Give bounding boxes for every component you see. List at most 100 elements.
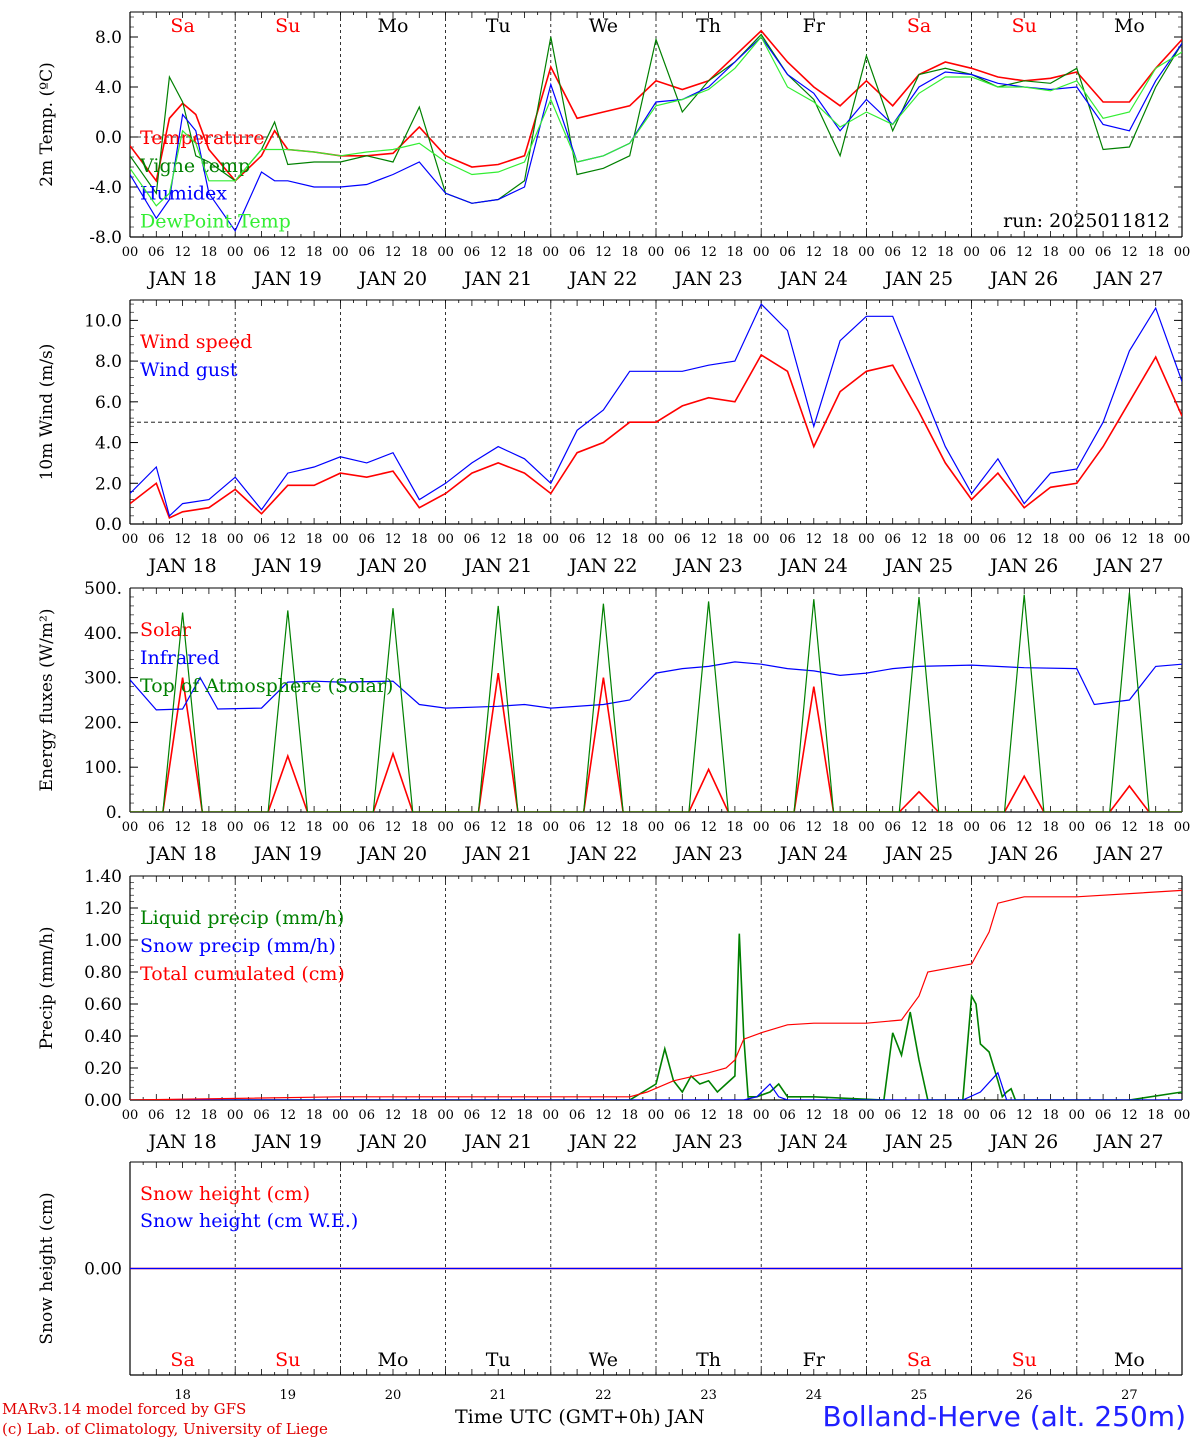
legend-entry: Humidex: [140, 183, 227, 205]
date-label: JAN 27: [1093, 843, 1163, 865]
hour-tick-label: 18: [832, 245, 849, 260]
y-tick-label: 4.0: [95, 78, 122, 98]
y-tick-label: 2.0: [95, 474, 122, 494]
hour-tick-label: 12: [490, 1108, 507, 1123]
y-axis-label: Energy fluxes (W/m²): [37, 609, 57, 792]
hour-tick-label: 00: [963, 1108, 980, 1123]
date-label: JAN 22: [567, 555, 637, 577]
legend-entry: Snow height (cm): [140, 1183, 310, 1205]
hour-tick-label: 06: [464, 820, 481, 835]
hour-tick-label: 00: [648, 532, 665, 547]
hour-tick-label: 12: [1121, 820, 1138, 835]
hour-tick-label: 00: [227, 532, 244, 547]
series-line-infrared: [130, 661, 1182, 711]
hour-tick-label: 18: [411, 532, 428, 547]
date-label: JAN 24: [778, 555, 848, 577]
date-label: JAN 20: [357, 1131, 427, 1153]
hour-tick-label: 00: [543, 1108, 560, 1123]
day-name: Th: [696, 1349, 721, 1371]
hour-tick-label: 06: [779, 532, 796, 547]
date-label: JAN 22: [567, 843, 637, 865]
series-line-dewpoint-temp: [130, 35, 1182, 207]
y-tick-label: 10.0: [84, 311, 122, 331]
panel-5: 0.00 Snow height (cm) 18 19 20 21 22 23 24 25 26 27…: [37, 1161, 1183, 1403]
hour-tick-label: 12: [595, 245, 612, 260]
y-tick-label: 8.0: [95, 28, 122, 48]
y-tick-label: 0.60: [84, 995, 122, 1015]
hour-tick-label: 12: [911, 1108, 928, 1123]
y-tick-label: 500.: [84, 579, 122, 599]
hour-tick-label: 06: [358, 532, 375, 547]
hour-tick-label: 06: [779, 245, 796, 260]
y-axis-label: Precip (mm/h): [37, 926, 57, 1049]
hour-tick-label: 06: [148, 1108, 165, 1123]
y-tick-label: 1.40: [84, 867, 122, 887]
date-label: 21: [490, 1388, 507, 1403]
date-label: JAN 20: [357, 555, 427, 577]
date-label: JAN 18: [147, 268, 217, 290]
day-name: Mo: [378, 15, 409, 37]
hour-tick-label: 18: [306, 245, 323, 260]
hour-tick-label: 00: [1174, 245, 1191, 260]
date-label: 18: [174, 1388, 191, 1403]
date-label: JAN 27: [1093, 268, 1163, 290]
series-line-temperature: [130, 29, 1182, 183]
hour-tick-label: 12: [280, 820, 297, 835]
hour-tick-label: 06: [464, 1108, 481, 1123]
hour-tick-label: 18: [832, 532, 849, 547]
hour-tick-label: 00: [1069, 532, 1086, 547]
date-label: JAN 23: [673, 1131, 743, 1153]
hour-tick-label: 00: [753, 245, 770, 260]
legend-entry: Vigne temp: [139, 155, 250, 177]
hour-tick-label: 12: [806, 1108, 823, 1123]
date-label: JAN 22: [567, 1131, 637, 1153]
hour-tick-label: 00: [963, 820, 980, 835]
y-axis-label: 2m Temp. (ºC): [37, 62, 57, 187]
date-label: JAN 20: [357, 268, 427, 290]
day-name: Mo: [378, 1349, 409, 1371]
hour-tick-label: 00: [543, 245, 560, 260]
panel-1: -8.0 -4.0 0.0 4.0 8.0 2m Temp. (ºC) 00 06 12 18 00…: [37, 11, 1191, 290]
hour-tick-label: 00: [332, 532, 349, 547]
hour-tick-label: 12: [911, 245, 928, 260]
hour-tick-label: 00: [858, 245, 875, 260]
date-label: JAN 24: [778, 1131, 848, 1153]
hour-tick-label: 18: [937, 532, 954, 547]
date-label: JAN 25: [883, 1131, 953, 1153]
panel-2: 0.0 2.0 4.0 6.0 8.0 10.0 10m Wind (m/s) 00 06 12 1…: [37, 299, 1190, 577]
hour-tick-label: 00: [648, 1108, 665, 1123]
hour-tick-label: 18: [516, 245, 533, 260]
legend-entry: DewPoint Temp: [140, 210, 291, 232]
hour-tick-label: 00: [122, 820, 139, 835]
day-name: Sa: [170, 1349, 194, 1371]
hour-tick-label: 00: [437, 245, 454, 260]
hour-tick-label: 18: [201, 532, 218, 547]
hour-tick-label: 12: [174, 532, 191, 547]
hour-tick-label: 12: [1121, 1108, 1138, 1123]
hour-tick-label: 06: [1095, 245, 1112, 260]
hour-tick-label: 12: [490, 245, 507, 260]
date-label: JAN 19: [252, 555, 322, 577]
date-label: JAN 23: [673, 268, 743, 290]
hour-tick-label: 12: [595, 820, 612, 835]
station-title: Bolland-Herve (alt. 250m): [822, 1400, 1186, 1433]
y-axis-label: Snow height (cm): [37, 1192, 57, 1344]
date-label: JAN 26: [988, 268, 1058, 290]
hour-tick-label: 06: [990, 820, 1007, 835]
hour-tick-label: 18: [937, 245, 954, 260]
series-line-solar: [130, 672, 1182, 812]
day-name: Mo: [1114, 15, 1145, 37]
series-line-vigne-temp: [130, 33, 1182, 204]
hour-tick-label: 12: [1016, 245, 1033, 260]
hour-tick-label: 18: [1147, 1108, 1164, 1123]
day-name: Su: [1012, 1349, 1037, 1371]
day-name: Th: [696, 15, 721, 37]
date-label: JAN 26: [988, 555, 1058, 577]
hour-tick-label: 12: [490, 532, 507, 547]
hour-tick-label: 12: [1016, 532, 1033, 547]
hour-tick-label: 12: [911, 820, 928, 835]
panel-3: 0. 100. 200. 300. 400. 500. Energy fluxes (W/m…: [37, 579, 1190, 865]
y-tick-label: 0.0: [95, 128, 122, 148]
hour-tick-label: 06: [990, 532, 1007, 547]
date-label: JAN 25: [883, 555, 953, 577]
